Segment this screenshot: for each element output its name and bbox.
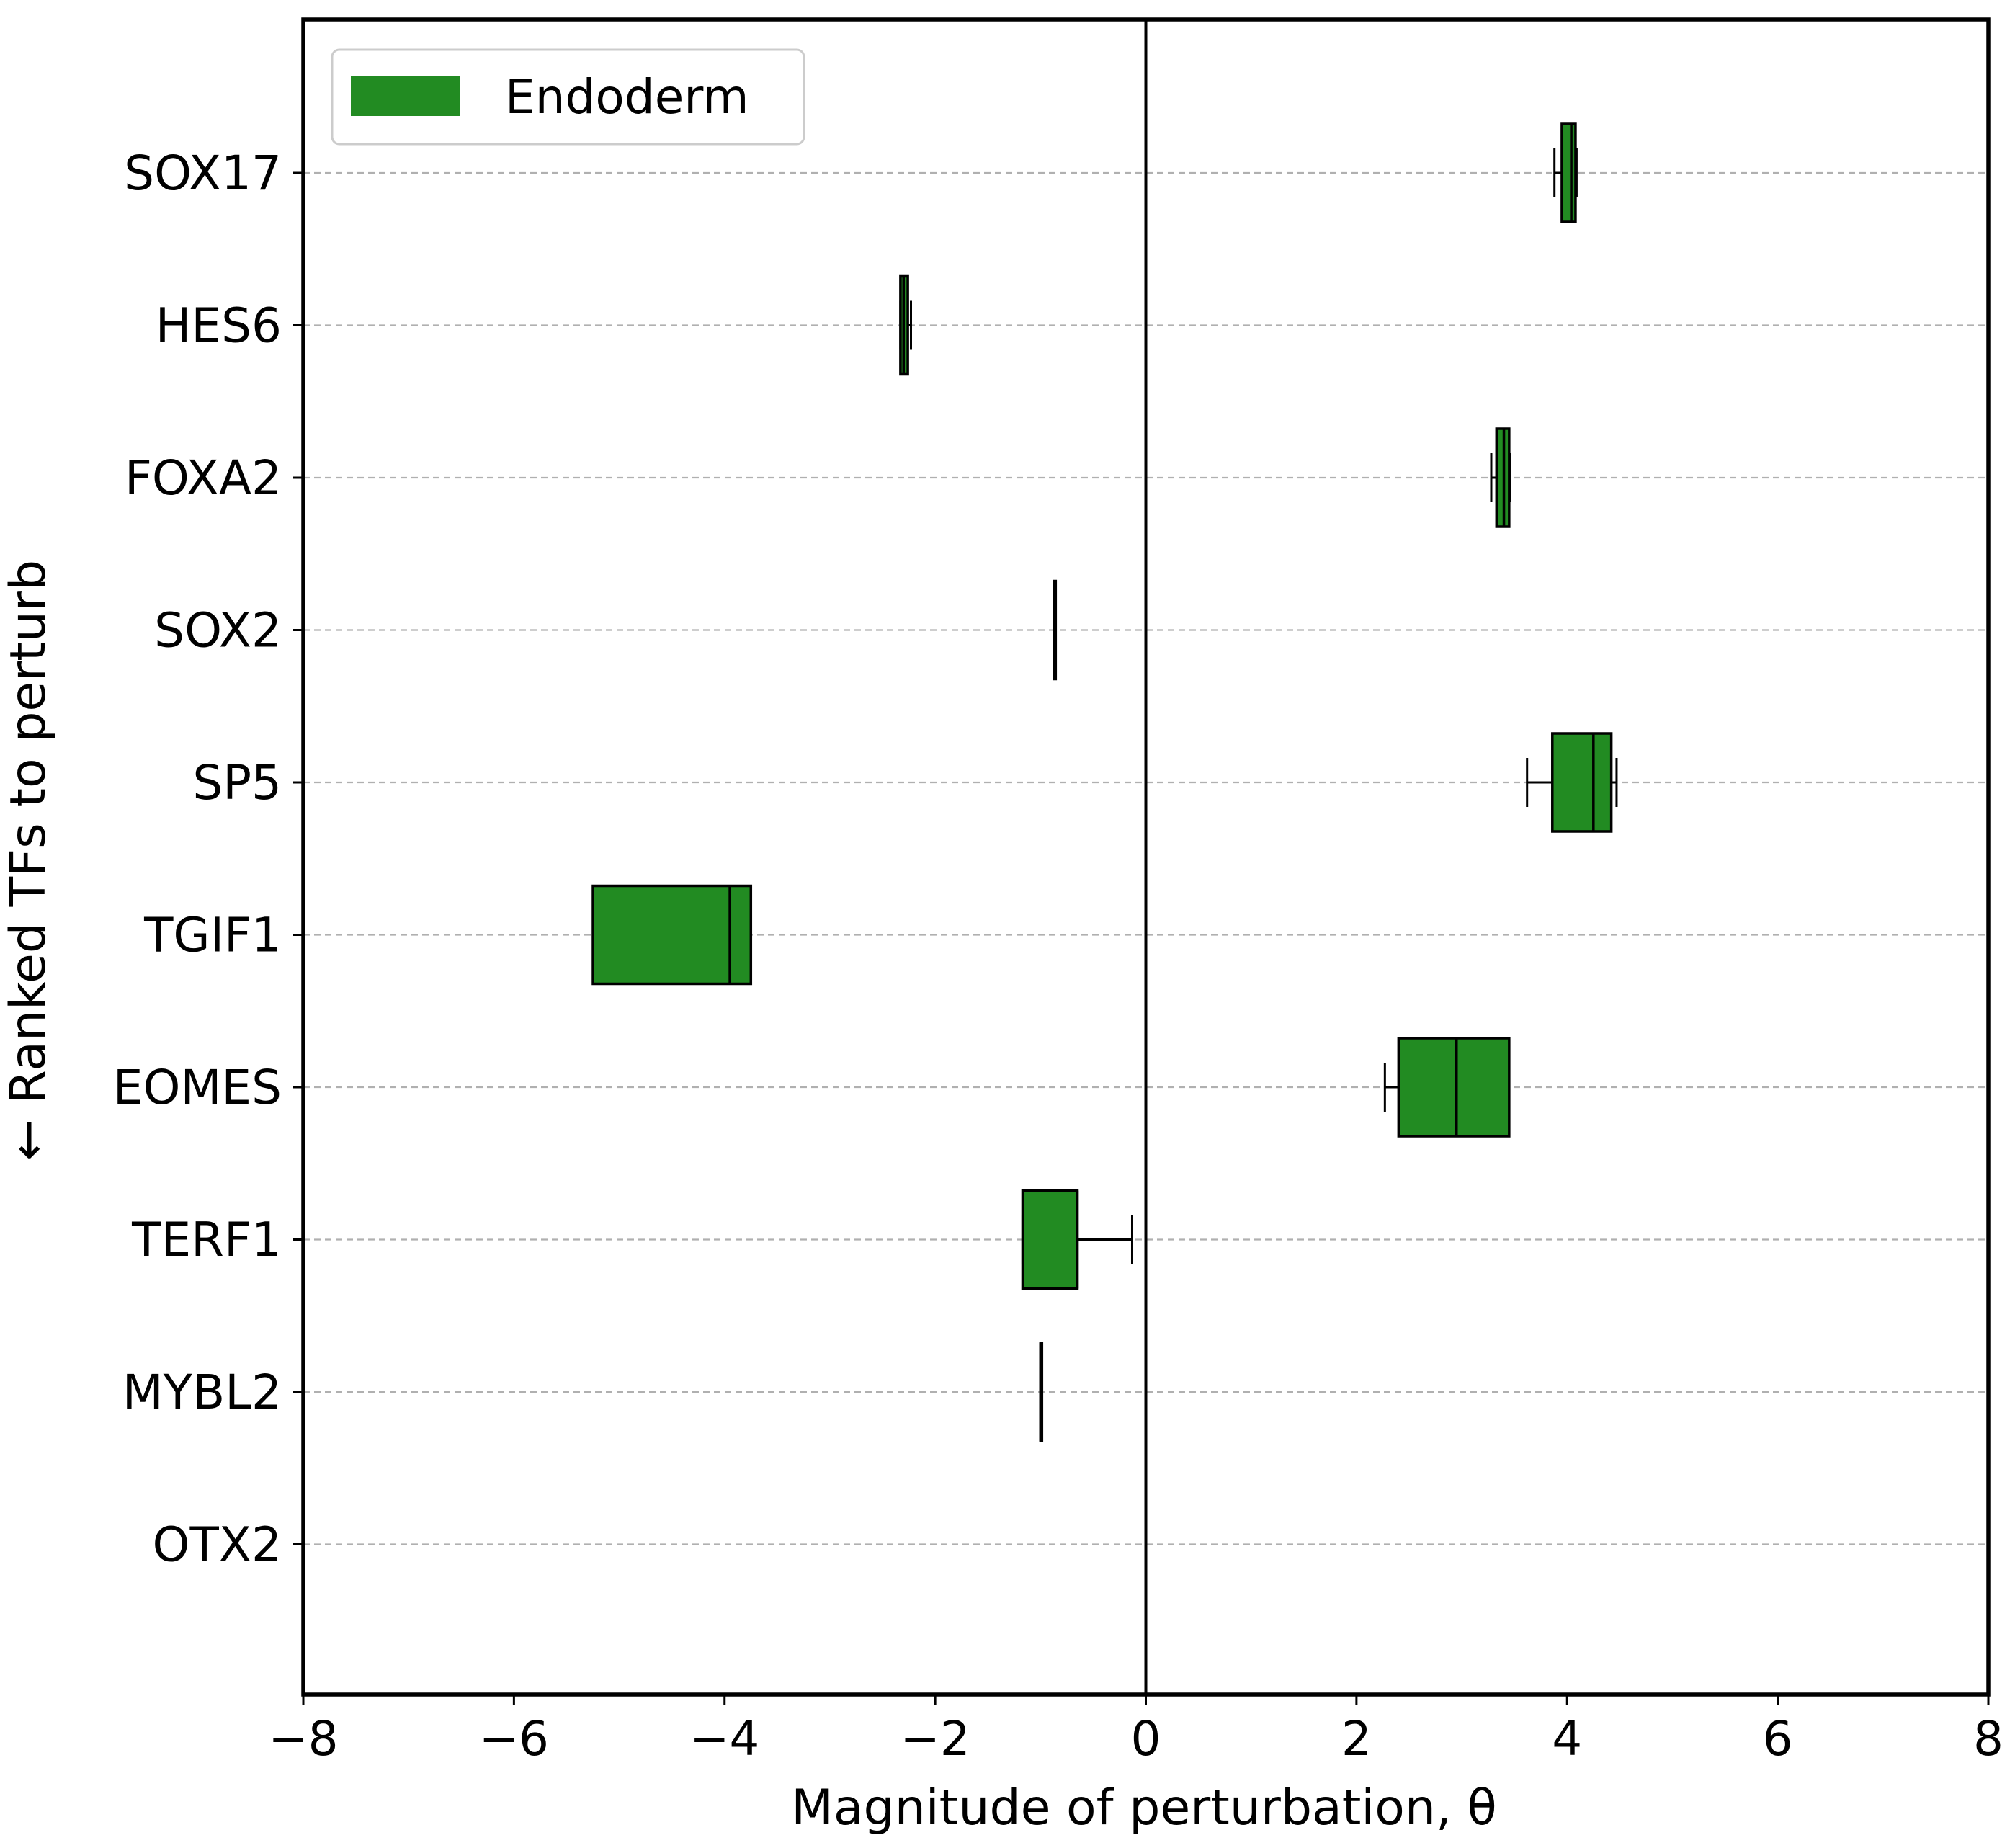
y-tick-label: TGIF1 [143, 908, 282, 963]
x-tick-label: 2 [1341, 1711, 1372, 1767]
box-tgif1 [591, 884, 753, 986]
y-tick-label: EOMES [113, 1060, 282, 1115]
legend-swatch [351, 76, 460, 116]
y-tick-label: SOX2 [154, 603, 282, 659]
box-sox17 [1560, 122, 1577, 223]
x-tick-label: −4 [689, 1711, 759, 1767]
axes: SOX17 HES6 FOXA2 SOX2 SP5 TGIF1 EOMES TERF1 MYBL… [113, 17, 2003, 1767]
box-eomes [1397, 1037, 1511, 1138]
x-tick-label: −6 [479, 1711, 549, 1767]
y-tick-label: FOXA2 [125, 450, 282, 506]
x-tick-label: −8 [268, 1711, 338, 1767]
y-tick-label: HES6 [156, 298, 282, 354]
y-tick-label: TERF1 [131, 1213, 282, 1268]
x-tick-label: 6 [1763, 1711, 1793, 1767]
x-axis-title: Magnitude of perturbation, θ [791, 1780, 1497, 1836]
y-axis-title: ← Ranked TFs to perturb [0, 560, 57, 1161]
x-tick-label: 8 [1973, 1711, 2003, 1767]
box-sp5 [1551, 732, 1613, 833]
x-tick-label: 4 [1552, 1711, 1582, 1767]
y-tick-label: SOX17 [124, 146, 282, 201]
y-tick-label: SP5 [192, 755, 282, 811]
y-tick-label: OTX2 [153, 1517, 282, 1573]
y-tick-label: MYBL2 [122, 1365, 282, 1420]
x-tick-label: 0 [1131, 1711, 1161, 1767]
box-terf1 [1021, 1189, 1079, 1290]
legend-box [331, 48, 805, 146]
legend: Endoderm [331, 48, 805, 146]
legend-label: Endoderm [505, 69, 749, 125]
boxes [591, 122, 1618, 1442]
x-tick-label: −2 [900, 1711, 970, 1767]
